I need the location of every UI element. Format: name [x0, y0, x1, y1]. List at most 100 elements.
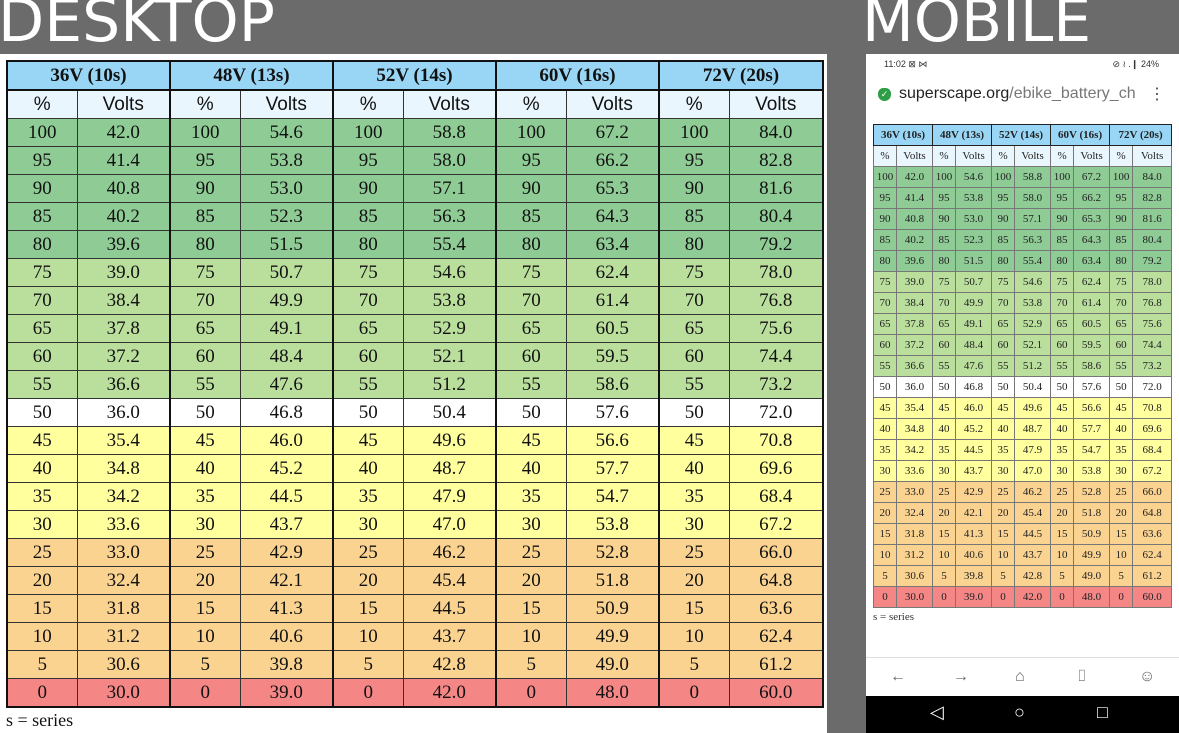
mobile-volts-cell: 79.2 [1132, 250, 1173, 272]
status-right: ⊘ ≀ .❙ 24% [1112, 59, 1160, 69]
url-bar[interactable]: ✓ superscape.org/ebike_battery_ch ⋮ [866, 78, 1179, 114]
desktop-volts-cell: 47.9 [402, 482, 497, 511]
desktop-pct-cell: 15 [6, 594, 78, 623]
desktop-volts-cell: 67.2 [728, 510, 824, 539]
desktop-pct-cell: 100 [495, 118, 567, 147]
mobile-pct-cell: 85 [991, 229, 1016, 251]
desktop-volts-cell: 44.5 [402, 594, 497, 623]
mobile-pct-cell: 50 [1050, 376, 1075, 398]
desktop-table-row: 5 30.6 5 39.8 5 42.8 5 49.0 5 61.2 [6, 650, 824, 679]
mobile-volts-cell: 63.4 [1073, 250, 1111, 272]
mobile-volts-cell: 40.2 [895, 229, 934, 251]
mobile-volts-cell: 47.0 [1014, 460, 1052, 482]
mobile-pct-cell: 85 [932, 229, 957, 251]
desktop-volts-cell: 56.6 [565, 426, 660, 455]
desktop-volts-header: Volts [402, 89, 497, 119]
mobile-pct-cell: 20 [1109, 502, 1134, 524]
mobile-table-row: 35 34.2 35 44.5 35 47.9 35 54.7 35 68.4 [873, 439, 1173, 461]
desktop-pct-cell: 30 [169, 510, 241, 539]
desktop-volts-cell: 81.6 [728, 174, 824, 203]
mobile-pct-cell: 65 [1050, 313, 1075, 335]
mobile-volts-cell: 53.8 [1014, 292, 1052, 314]
mobile-pct-cell: 95 [932, 187, 957, 209]
mobile-volts-header: Volts [1073, 145, 1111, 167]
home-icon[interactable]: ⌂ [1015, 668, 1025, 685]
more-menu-icon[interactable]: ⋮ [1149, 86, 1165, 103]
desktop-table-row: 25 33.0 25 42.9 25 46.2 25 52.8 25 66.0 [6, 538, 824, 567]
mobile-volts-cell: 82.8 [1132, 187, 1173, 209]
desktop-volts-cell: 48.0 [565, 678, 660, 708]
system-back-icon[interactable]: ◁ [930, 702, 944, 722]
mobile-volts-cell: 75.6 [1132, 313, 1173, 335]
mobile-pct-cell: 20 [932, 502, 957, 524]
desktop-table-row: 15 31.8 15 41.3 15 44.5 15 50.9 15 63.6 [6, 594, 824, 623]
desktop-pct-cell: 60 [6, 342, 78, 371]
mobile-pct-cell: 70 [873, 292, 897, 314]
mobile-volts-cell: 80.4 [1132, 229, 1173, 251]
mobile-pct-cell: 55 [932, 355, 957, 377]
mobile-pct-cell: 45 [991, 397, 1016, 419]
desktop-volts-cell: 84.0 [728, 118, 824, 147]
desktop-pct-cell: 20 [6, 566, 78, 595]
desktop-volts-cell: 51.8 [565, 566, 660, 595]
mobile-pct-header: % [1109, 145, 1134, 167]
forward-icon[interactable]: → [953, 668, 969, 685]
mobile-pct-cell: 80 [1050, 250, 1075, 272]
desktop-pct-cell: 10 [495, 622, 567, 651]
mobile-volts-cell: 42.8 [1014, 565, 1052, 587]
mobile-volts-cell: 49.9 [1073, 544, 1111, 566]
desktop-pct-cell: 35 [658, 482, 730, 511]
url-text[interactable]: superscape.org/ebike_battery_ch [899, 85, 1136, 102]
desktop-pct-cell: 20 [332, 566, 404, 595]
desktop-volts-cell: 70.8 [728, 426, 824, 455]
desktop-volts-cell: 40.2 [76, 202, 171, 231]
mobile-label: MOBILE [862, 0, 1092, 56]
desktop-volts-cell: 64.3 [565, 202, 660, 231]
mobile-volts-header: Volts [1014, 145, 1052, 167]
mobile-pct-cell: 15 [1109, 523, 1134, 545]
desktop-pct-cell: 65 [495, 314, 567, 343]
mobile-volts-cell: 43.7 [1014, 544, 1052, 566]
desktop-pct-cell: 60 [658, 342, 730, 371]
desktop-volts-cell: 54.6 [402, 258, 497, 287]
desktop-volts-header: Volts [565, 89, 660, 119]
desktop-pct-cell: 25 [658, 538, 730, 567]
mobile-volts-cell: 52.1 [1014, 334, 1052, 356]
system-recents-icon[interactable]: □ [1097, 702, 1108, 722]
mobile-pct-cell: 35 [873, 439, 897, 461]
desktop-panel: 36V (10s) 48V (13s) 52V (14s) 60V (16s) 72V … [0, 54, 827, 733]
desktop-pct-cell: 85 [169, 202, 241, 231]
mobile-pct-cell: 85 [1050, 229, 1075, 251]
mobile-pct-cell: 80 [873, 250, 897, 272]
mobile-table-row: 85 40.2 85 52.3 85 56.3 85 64.3 85 80.4 [873, 229, 1173, 251]
desktop-pct-cell: 80 [332, 230, 404, 259]
mobile-volts-cell: 56.3 [1014, 229, 1052, 251]
mobile-pct-cell: 55 [1109, 355, 1134, 377]
account-icon[interactable]: ☺ [1139, 668, 1156, 685]
desktop-pct-cell: 70 [6, 286, 78, 315]
mobile-pct-cell: 45 [932, 397, 957, 419]
mobile-volts-cell: 58.0 [1014, 187, 1052, 209]
mobile-pct-cell: 25 [932, 481, 957, 503]
mobile-volts-cell: 42.1 [955, 502, 993, 524]
tabs-icon[interactable]: ⌷ [1077, 668, 1087, 685]
mobile-pct-cell: 45 [1050, 397, 1075, 419]
desktop-pct-cell: 5 [332, 650, 404, 679]
desktop-volts-cell: 46.0 [239, 426, 334, 455]
mobile-pct-cell: 100 [991, 166, 1016, 188]
desktop-pct-cell: 40 [332, 454, 404, 483]
mobile-sub-header-row: % Volts% Volts% Volts% Volts% Volts [873, 145, 1173, 167]
desktop-pct-cell: 100 [332, 118, 404, 147]
mobile-volts-cell: 46.8 [955, 376, 993, 398]
mobile-pct-cell: 15 [932, 523, 957, 545]
desktop-volts-cell: 43.7 [239, 510, 334, 539]
mobile-pct-cell: 100 [1109, 166, 1134, 188]
back-icon[interactable]: ← [890, 668, 906, 685]
mobile-volts-cell: 39.0 [895, 271, 934, 293]
desktop-pct-cell: 85 [495, 202, 567, 231]
desktop-pct-cell: 65 [169, 314, 241, 343]
system-home-icon[interactable]: ○ [1014, 702, 1025, 722]
mobile-pct-cell: 50 [932, 376, 957, 398]
mobile-volts-cell: 54.6 [1014, 271, 1052, 293]
mobile-pct-header: % [873, 145, 897, 167]
